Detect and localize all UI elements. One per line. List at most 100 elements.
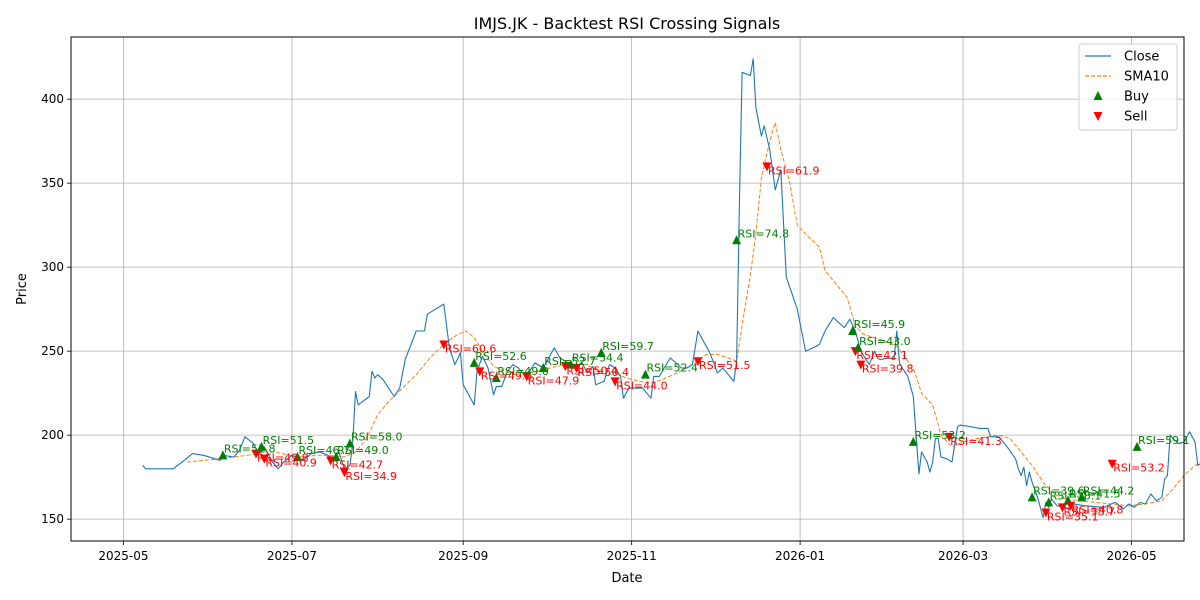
buy-annotation: RSI=44.2 [1083, 484, 1135, 497]
y-axis-label: Price [15, 273, 30, 305]
x-tick-label: 2025-11 [607, 549, 657, 563]
buy-annotation: RSI=51.5 [263, 434, 315, 447]
sell-marker [1041, 508, 1051, 518]
buy-marker [345, 438, 355, 448]
sell-marker [251, 449, 261, 459]
sell-marker [762, 162, 772, 172]
sell-annotation: RSI=47.9 [528, 374, 580, 387]
buy-marker [1044, 497, 1054, 507]
y-tick-label: 150 [41, 512, 64, 526]
x-axis-label: Date [611, 571, 642, 586]
sell-marker [1057, 503, 1067, 513]
buy-marker [848, 326, 858, 335]
sell-marker [475, 367, 485, 377]
buy-annotation: RSI=52.7 [544, 355, 596, 368]
buy-annotation: RSI=54.4 [572, 352, 624, 365]
axes-frame [70, 36, 1185, 542]
sell-annotation: RSI=53.2 [1113, 462, 1165, 475]
tick-layer: 2025-05 2025-07 2025-09 2025-11 2026-01 2026-… [41, 92, 1157, 563]
close-line [142, 58, 1200, 519]
sell-annotation: RSI=61.9 [768, 164, 820, 177]
sell-marker [693, 357, 703, 367]
buy-annotation: RSI=53.2 [914, 429, 966, 442]
buy-marker [1132, 441, 1142, 451]
x-tick-label: 2026-01 [775, 549, 825, 563]
legend: Close SMA10 Buy Sell [1078, 43, 1178, 131]
sell-marker [259, 454, 269, 464]
sell-marker [560, 362, 570, 372]
grid-layer [71, 37, 1184, 541]
buy-annotation: RSI=74.8 [738, 227, 790, 240]
sell-annotation: RSI=49.8 [257, 452, 309, 465]
sell-annotation: RSI=40.8 [1072, 504, 1124, 517]
buy-marker [469, 357, 479, 367]
buy-marker [331, 452, 341, 461]
buy-annotation: RSI=45.9 [854, 318, 906, 331]
legend-label: SMA10 [1124, 70, 1169, 85]
sell-annotation: RSI=44.0 [616, 379, 668, 392]
sell-annotation: RSI=42.7 [332, 458, 384, 471]
buy-annotation: RSI=52.4 [646, 362, 698, 375]
sell-annotation: RSI=49.6 [481, 369, 533, 382]
sell-annotation: RSI=42.1 [856, 349, 908, 362]
buy-marker [1027, 492, 1037, 502]
y-tick-label: 250 [41, 344, 64, 358]
legend-label: Buy [1124, 90, 1149, 105]
y-tick-label: 350 [41, 176, 64, 190]
buy-annotation: RSI=51.8 [224, 442, 276, 455]
sell-marker [1107, 459, 1117, 469]
signal-annotations: RSI=51.8RSI=51.5RSI=49.8RSI=40.9RSI=46.7… [224, 164, 1190, 523]
legend-label: Close [1124, 50, 1159, 65]
buy-annotation: RSI=49.0 [337, 444, 389, 457]
buy-marker [218, 450, 228, 460]
sell-annotation: RSI=50.4 [566, 364, 618, 377]
y-tick-label: 200 [41, 428, 64, 442]
buy-marker [538, 362, 548, 372]
sell-marker [856, 360, 866, 370]
buy-marker [491, 373, 501, 383]
buy-annotation: RSI=43.0 [859, 335, 911, 348]
sma-series [186, 120, 1200, 507]
buy-annotation: RSI=59.1 [1138, 434, 1190, 447]
buy-marker [596, 347, 606, 357]
sell-annotation: RSI=41.3 [950, 435, 1002, 448]
chart-title: IMJS.JK - Backtest RSI Crossing Signals [474, 14, 781, 33]
buy-annotation: RSI=49.0 [497, 365, 549, 378]
sell-annotation: RSI=60.6 [445, 342, 497, 355]
buy-marker [732, 235, 742, 245]
legend-box [1078, 43, 1178, 131]
buy-marker [853, 342, 863, 352]
buy-marker [292, 452, 302, 461]
buy-marker [257, 441, 267, 451]
x-tick-label: 2025-07 [267, 549, 317, 563]
x-tick-label: 2026-05 [1106, 549, 1156, 563]
sell-annotation: RSI=35.1 [1047, 510, 1099, 523]
sell-annotation: RSI=50.4 [577, 366, 629, 379]
buy-annotation: RSI=58.0 [351, 431, 403, 444]
buy-marker [640, 369, 650, 379]
buy-marker [1077, 492, 1087, 502]
buy-annotation: RSI=59.7 [602, 340, 654, 353]
sell-annotation: RSI=34.9 [345, 470, 397, 483]
buy-annotation: RSI=41.5 [1069, 488, 1121, 501]
sell-annotation: RSI=39.8 [862, 363, 914, 376]
buy-annotation: RSI=39.6 [1033, 484, 1085, 497]
legend-buy-swatch [1093, 91, 1103, 100]
legend-sell-swatch [1093, 112, 1103, 121]
sell-marker [1066, 501, 1076, 511]
x-tick-label: 2025-05 [98, 549, 148, 563]
buy-annotation: RSI=52.6 [475, 350, 527, 363]
x-tick-label: 2025-09 [438, 549, 488, 563]
sell-marker [339, 468, 349, 478]
y-tick-label: 300 [41, 260, 64, 274]
sma10-line [186, 120, 1200, 507]
legend-label: Sell [1124, 110, 1147, 125]
sell-marker [522, 372, 532, 382]
sell-marker [571, 363, 581, 373]
buy-marker [908, 436, 918, 446]
y-tick-label: 400 [41, 92, 64, 106]
sell-annotation: RSI=51.5 [699, 359, 751, 372]
sell-annotation: RSI=40.9 [265, 457, 317, 470]
